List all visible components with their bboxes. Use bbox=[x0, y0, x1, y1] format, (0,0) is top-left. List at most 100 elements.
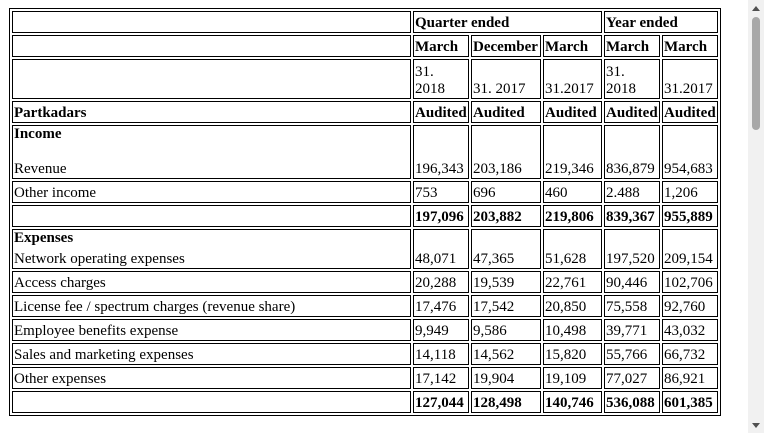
header-row-period: Quarter ended Year ended bbox=[12, 11, 718, 33]
document-area: Quarter ended Year ended March December … bbox=[9, 8, 721, 416]
value-cell: 102,706 bbox=[662, 271, 718, 293]
value-cell: 66,732 bbox=[662, 343, 718, 365]
date-cell: 31. 2018 bbox=[604, 59, 660, 99]
row-label: License fee / spectrum charges (revenue … bbox=[12, 295, 411, 317]
value-cell: 90,446 bbox=[604, 271, 660, 293]
empty-cell bbox=[12, 35, 411, 57]
month-cell: December bbox=[471, 35, 541, 57]
table-row: Employee benefits expense 9,949 9,586 10… bbox=[12, 319, 718, 341]
audited-cell: Audited bbox=[471, 101, 541, 123]
total-cell: 203,882 bbox=[471, 205, 541, 227]
expenses-total-row: 127,044 128,498 140,746 536,088 601,385 bbox=[12, 391, 718, 413]
row-label: Network operating expenses bbox=[14, 251, 185, 267]
audited-cell: Audited bbox=[662, 101, 718, 123]
value-cell: 14,118 bbox=[413, 343, 469, 365]
scroll-up-button[interactable] bbox=[748, 0, 764, 16]
value-cell: 48,071 bbox=[413, 229, 469, 269]
header-row-date: 31. 2018 31. 2017 31.2017 31. 2018 31.20… bbox=[12, 59, 718, 99]
month-cell: March bbox=[662, 35, 718, 57]
value-cell: 696 bbox=[471, 181, 541, 203]
value-cell: 39,771 bbox=[604, 319, 660, 341]
month-cell: March bbox=[543, 35, 602, 57]
row-label: Other income bbox=[12, 181, 411, 203]
financial-results-table: Quarter ended Year ended March December … bbox=[9, 8, 721, 416]
value-cell: 9,949 bbox=[413, 319, 469, 341]
row-label: Employee benefits expense bbox=[12, 319, 411, 341]
table-row: Access charges 20,288 19,539 22,761 90,4… bbox=[12, 271, 718, 293]
value-cell: 47,365 bbox=[471, 229, 541, 269]
value-cell: 19,539 bbox=[471, 271, 541, 293]
value-cell: 1,206 bbox=[662, 181, 718, 203]
row-label: Other expenses bbox=[12, 367, 411, 389]
empty-cell bbox=[12, 205, 411, 227]
audited-cell: Audited bbox=[604, 101, 660, 123]
total-cell: 197,096 bbox=[413, 205, 469, 227]
value-cell: 209,154 bbox=[662, 229, 718, 269]
row-label: Revenue bbox=[14, 161, 67, 177]
value-cell: 460 bbox=[543, 181, 602, 203]
value-cell: 10,498 bbox=[543, 319, 602, 341]
value-cell: 19,904 bbox=[471, 367, 541, 389]
year-ended-header: Year ended bbox=[604, 11, 718, 33]
income-heading: Income bbox=[14, 126, 62, 142]
expenses-heading-cell: Expenses Network operating expenses bbox=[12, 229, 411, 269]
total-cell: 955,889 bbox=[662, 205, 718, 227]
total-cell: 601,385 bbox=[662, 391, 718, 413]
value-cell: 20,850 bbox=[543, 295, 602, 317]
scrollbar-thumb[interactable] bbox=[752, 17, 760, 130]
total-cell: 127,044 bbox=[413, 391, 469, 413]
total-cell: 128,498 bbox=[471, 391, 541, 413]
value-cell: 196,343 bbox=[413, 125, 469, 179]
value-cell: 43,032 bbox=[662, 319, 718, 341]
value-cell: 92,760 bbox=[662, 295, 718, 317]
value-cell: 19,109 bbox=[543, 367, 602, 389]
value-cell: 954,683 bbox=[662, 125, 718, 179]
value-cell: 219,346 bbox=[543, 125, 602, 179]
table-row: Expenses Network operating expenses 48,0… bbox=[12, 229, 718, 269]
value-cell: 17,476 bbox=[413, 295, 469, 317]
table-row: Sales and marketing expenses 14,118 14,5… bbox=[12, 343, 718, 365]
particulars-header: Partkadars bbox=[12, 101, 411, 123]
empty-cell bbox=[12, 391, 411, 413]
expenses-heading: Expenses bbox=[14, 230, 74, 246]
empty-cell bbox=[12, 11, 411, 33]
value-cell: 75,558 bbox=[604, 295, 660, 317]
quarter-ended-header: Quarter ended bbox=[413, 11, 602, 33]
date-cell: 31.2017 bbox=[543, 59, 602, 99]
value-cell: 22,761 bbox=[543, 271, 602, 293]
income-heading-cell: Income Revenue bbox=[12, 125, 411, 179]
date-cell: 31.2017 bbox=[662, 59, 718, 99]
value-cell: 55,766 bbox=[604, 343, 660, 365]
table-row: Other expenses 17,142 19,904 19,109 77,0… bbox=[12, 367, 718, 389]
value-cell: 77,027 bbox=[604, 367, 660, 389]
audited-cell: Audited bbox=[543, 101, 602, 123]
value-cell: 20,288 bbox=[413, 271, 469, 293]
table-row: Income Revenue 196,343 203,186 219,346 8… bbox=[12, 125, 718, 179]
month-cell: March bbox=[413, 35, 469, 57]
value-cell: 14,562 bbox=[471, 343, 541, 365]
value-cell: 15,820 bbox=[543, 343, 602, 365]
vertical-scrollbar[interactable] bbox=[748, 0, 764, 433]
row-label: Access charges bbox=[12, 271, 411, 293]
value-cell: 51,628 bbox=[543, 229, 602, 269]
month-cell: March bbox=[604, 35, 660, 57]
value-cell: 753 bbox=[413, 181, 469, 203]
row-label: Sales and marketing expenses bbox=[12, 343, 411, 365]
empty-cell bbox=[12, 59, 411, 99]
scroll-down-button[interactable] bbox=[748, 417, 764, 433]
header-row-month: March December March March March bbox=[12, 35, 718, 57]
value-cell: 17,542 bbox=[471, 295, 541, 317]
total-cell: 536,088 bbox=[604, 391, 660, 413]
date-cell: 31. 2017 bbox=[471, 59, 541, 99]
income-total-row: 197,096 203,882 219,806 839,367 955,889 bbox=[12, 205, 718, 227]
value-cell: 86,921 bbox=[662, 367, 718, 389]
table-row: License fee / spectrum charges (revenue … bbox=[12, 295, 718, 317]
total-cell: 219,806 bbox=[543, 205, 602, 227]
arrow-up-icon bbox=[752, 5, 760, 11]
value-cell: 17,142 bbox=[413, 367, 469, 389]
date-cell: 31. 2018 bbox=[413, 59, 469, 99]
table-row: Other income 753 696 460 2.488 1,206 bbox=[12, 181, 718, 203]
value-cell: 197,520 bbox=[604, 229, 660, 269]
value-cell: 9,586 bbox=[471, 319, 541, 341]
value-cell: 836,879 bbox=[604, 125, 660, 179]
